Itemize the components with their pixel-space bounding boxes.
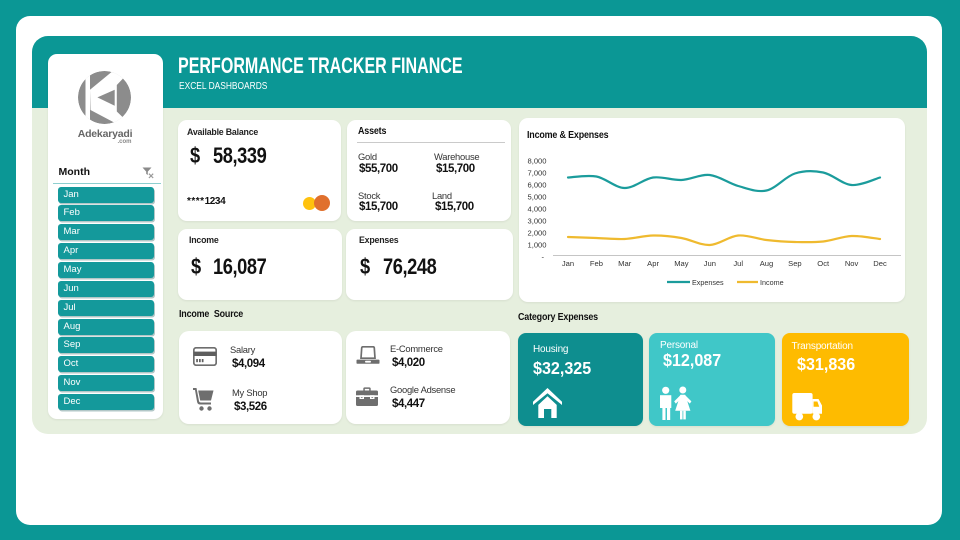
svg-text:2,000: 2,000 — [527, 229, 546, 238]
svg-text:1,000: 1,000 — [527, 241, 546, 250]
svg-text:Apr: Apr — [647, 259, 659, 268]
svg-text:5,000: 5,000 — [527, 193, 546, 202]
svg-text:Income: Income — [760, 278, 784, 287]
svg-text:Jun: Jun — [704, 259, 716, 268]
svg-text:Expenses: Expenses — [692, 278, 724, 287]
svg-text:8,000: 8,000 — [527, 157, 546, 166]
svg-text:7,000: 7,000 — [527, 169, 546, 178]
svg-text:Jan: Jan — [562, 259, 574, 268]
svg-text:Mar: Mar — [618, 259, 632, 268]
svg-text:-: - — [541, 253, 544, 262]
svg-text:Sep: Sep — [788, 259, 802, 268]
svg-text:May: May — [674, 259, 689, 268]
svg-text:3,000: 3,000 — [527, 217, 546, 226]
svg-text:6,000: 6,000 — [527, 181, 546, 190]
svg-text:Feb: Feb — [590, 259, 603, 268]
svg-text:Jul: Jul — [733, 259, 743, 268]
svg-text:Aug: Aug — [760, 259, 774, 268]
svg-text:Dec: Dec — [873, 259, 887, 268]
svg-text:Oct: Oct — [817, 259, 830, 268]
svg-text:Nov: Nov — [845, 259, 859, 268]
svg-text:4,000: 4,000 — [527, 205, 546, 214]
